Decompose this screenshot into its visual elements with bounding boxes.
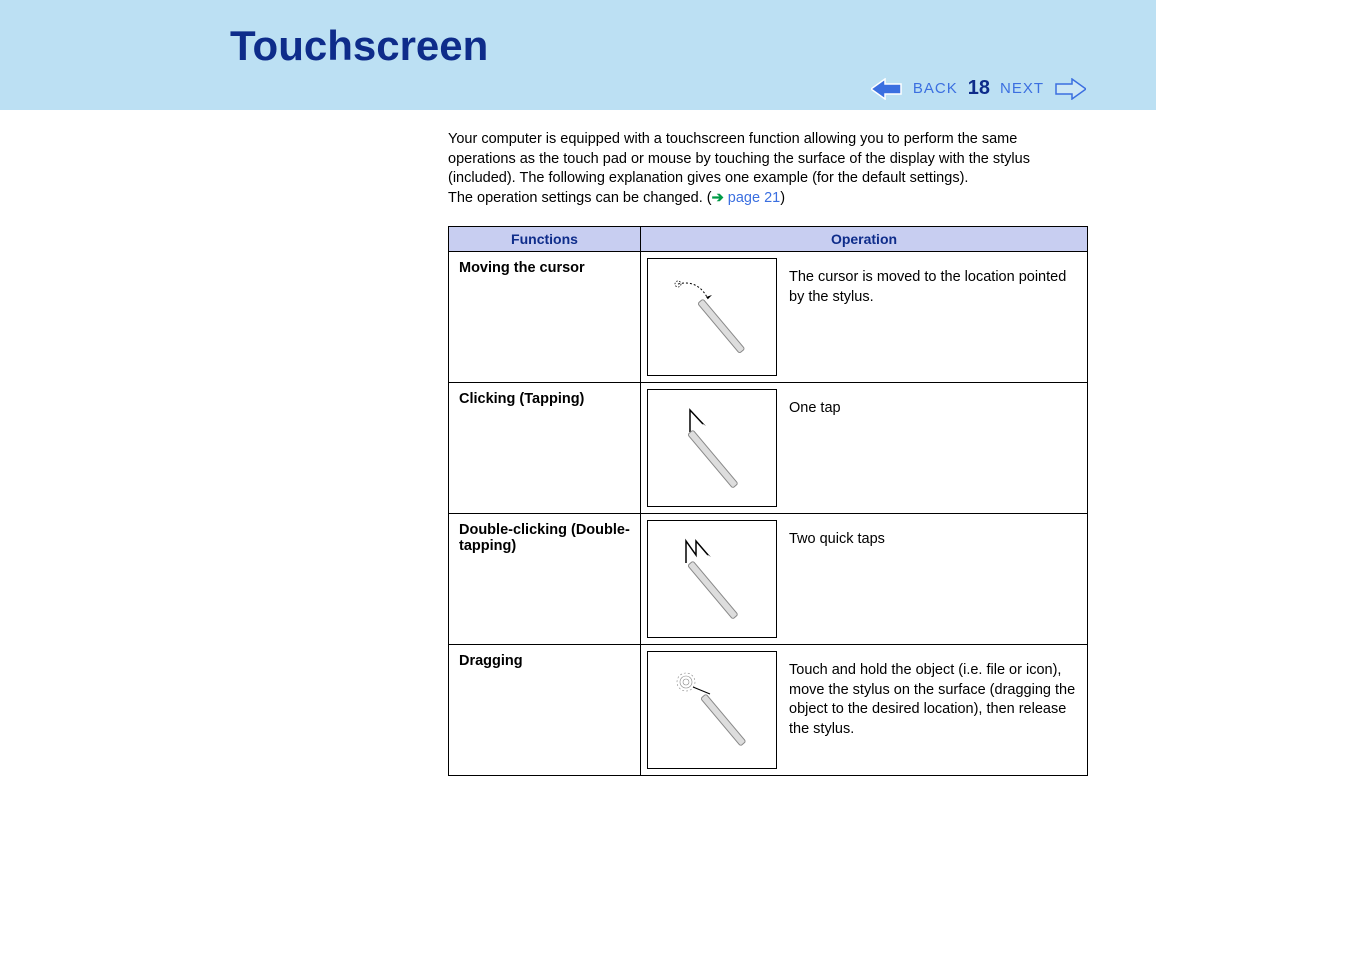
operation-description: Touch and hold the object (i.e. file or … bbox=[789, 651, 1081, 739]
page-number: 18 bbox=[968, 77, 990, 100]
next-arrow-icon[interactable] bbox=[1054, 78, 1086, 100]
table-header-operation: Operation bbox=[641, 227, 1088, 252]
back-arrow-icon[interactable] bbox=[871, 78, 903, 100]
header-bar: Touchscreen BACK 18 NEXT bbox=[0, 0, 1156, 110]
operation-cell: Two quick taps bbox=[641, 514, 1088, 645]
intro-line2-prefix: The operation settings can be changed. ( bbox=[448, 190, 712, 206]
function-name: Dragging bbox=[449, 645, 641, 776]
function-name: Moving the cursor bbox=[449, 252, 641, 383]
operation-description: One tap bbox=[789, 389, 841, 419]
page-ref-link[interactable]: page 21 bbox=[728, 190, 780, 206]
illustration-drag bbox=[647, 651, 777, 769]
next-button[interactable]: NEXT bbox=[1000, 80, 1044, 97]
nav-strip: BACK 18 NEXT bbox=[871, 77, 1086, 100]
back-button[interactable]: BACK bbox=[913, 80, 958, 97]
table-row: Clicking (Tapping) One tap bbox=[449, 383, 1088, 514]
link-arrow-icon: ➔ bbox=[712, 190, 724, 206]
functions-table: Functions Operation Moving the cursor bbox=[448, 226, 1088, 776]
intro-line1: Your computer is equipped with a touchsc… bbox=[448, 131, 1030, 186]
table-row: Moving the cursor The cursor is moved to… bbox=[449, 252, 1088, 383]
function-name: Double-clicking (Double-tapping) bbox=[449, 514, 641, 645]
table-row: Double-clicking (Double-tapping) Two qui… bbox=[449, 514, 1088, 645]
intro-line2-suffix: ) bbox=[780, 190, 785, 206]
operation-cell: One tap bbox=[641, 383, 1088, 514]
illustration-tap bbox=[647, 389, 777, 507]
function-name: Clicking (Tapping) bbox=[449, 383, 641, 514]
page-title: Touchscreen bbox=[230, 22, 1156, 70]
operation-cell: Touch and hold the object (i.e. file or … bbox=[641, 645, 1088, 776]
intro-paragraph: Your computer is equipped with a touchsc… bbox=[448, 130, 1088, 208]
illustration-move bbox=[647, 258, 777, 376]
content-area: Your computer is equipped with a touchsc… bbox=[448, 130, 1088, 776]
operation-description: Two quick taps bbox=[789, 520, 885, 550]
table-header-functions: Functions bbox=[449, 227, 641, 252]
illustration-doubletap bbox=[647, 520, 777, 638]
operation-cell: The cursor is moved to the location poin… bbox=[641, 252, 1088, 383]
table-row: Dragging bbox=[449, 645, 1088, 776]
operation-description: The cursor is moved to the location poin… bbox=[789, 258, 1081, 307]
